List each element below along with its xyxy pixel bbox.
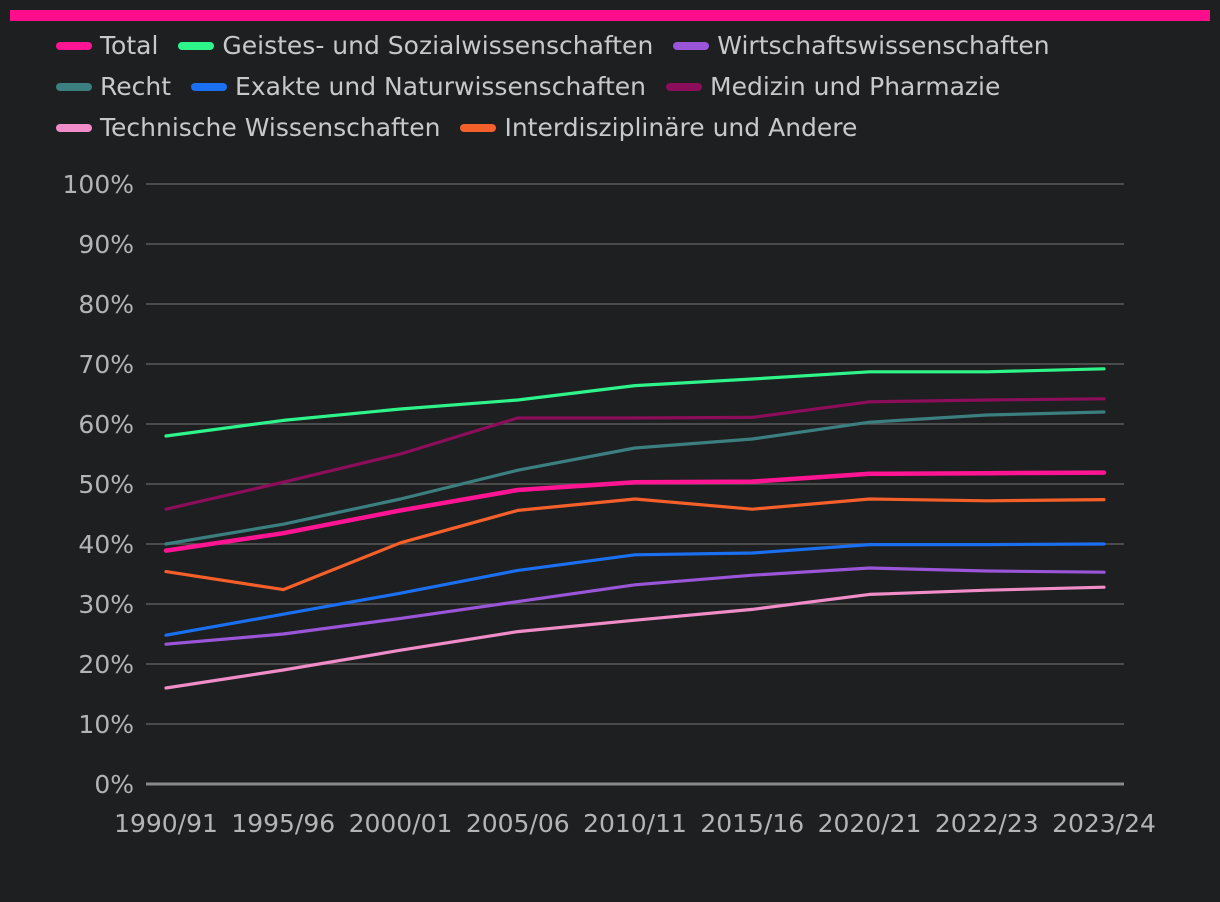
y-tick-label: 90% (78, 230, 134, 259)
x-tick-label: 2010/11 (583, 809, 687, 838)
legend-swatch (56, 123, 92, 132)
y-tick-label: 60% (78, 410, 134, 439)
legend-swatch (178, 41, 215, 50)
legend-row: Total Geistes- und Sozialwissenschaften … (56, 25, 1196, 66)
x-tick-label: 2023/24 (1052, 809, 1156, 838)
series-line-4 (164, 542, 1106, 637)
y-tick-label: 0% (94, 770, 134, 799)
series-line-5 (164, 397, 1106, 511)
legend-label: Recht (100, 72, 172, 101)
legend-label: Wirtschaftswissenschaften (717, 31, 1050, 60)
legend-row: Technische Wissenschaften Interdisziplin… (56, 107, 1196, 148)
legend-item-medizin[interactable]: Medizin und Pharmazie (666, 72, 1000, 101)
legend-label: Medizin und Pharmazie (710, 72, 1001, 101)
legend-swatch (460, 123, 497, 132)
y-tick-label: 100% (63, 170, 134, 199)
y-tick-label: 20% (78, 650, 134, 679)
y-tick-label: 10% (78, 710, 134, 739)
legend-label: Technische Wissenschaften (100, 113, 441, 142)
y-tick-label: 80% (78, 290, 134, 319)
series-line-6 (164, 585, 1106, 690)
series-line-2 (164, 566, 1106, 646)
y-tick-label: 30% (78, 590, 134, 619)
y-tick-label: 50% (78, 470, 134, 499)
accent-bar (10, 10, 1210, 21)
x-tick-label: 1990/91 (114, 809, 218, 838)
legend-item-interdisziplinaer[interactable]: Interdisziplinäre und Andere (460, 113, 857, 142)
x-tick-label: 2022/23 (935, 809, 1039, 838)
legend-item-geistes-sozial[interactable]: Geistes- und Sozialwissenschaften (178, 31, 653, 60)
x-tick-label: 2015/16 (700, 809, 804, 838)
legend-swatch (56, 82, 92, 91)
legend-item-wirtschaft[interactable]: Wirtschaftswissenschaften (673, 31, 1050, 60)
legend-row: Recht Exakte und Naturwissenschaften Med… (56, 66, 1196, 107)
series-line-3 (164, 410, 1106, 546)
legend-item-exakte-natur[interactable]: Exakte und Naturwissenschaften (191, 72, 646, 101)
legend-label: Interdisziplinäre und Andere (504, 113, 858, 142)
legend-swatch (191, 82, 228, 91)
legend-item-technische[interactable]: Technische Wissenschaften (56, 113, 440, 142)
legend-item-recht[interactable]: Recht (56, 72, 171, 101)
y-tick-label: 70% (78, 350, 134, 379)
y-tick-label: 40% (78, 530, 134, 559)
series-line-0 (163, 470, 1107, 553)
legend-swatch (56, 41, 92, 50)
legend-label: Total (100, 31, 159, 60)
legend-swatch (666, 82, 702, 91)
legend-item-total[interactable]: Total (56, 31, 158, 60)
x-tick-label: 2000/01 (349, 809, 453, 838)
series-line-7 (164, 497, 1106, 592)
legend-label: Exakte und Naturwissenschaften (235, 72, 646, 101)
legend-swatch (673, 41, 710, 50)
x-tick-label: 2020/21 (818, 809, 922, 838)
chart-legend: Total Geistes- und Sozialwissenschaften … (56, 25, 1196, 148)
legend-label: Geistes- und Sozialwissenschaften (222, 31, 654, 60)
x-tick-label: 1995/96 (231, 809, 335, 838)
x-tick-label: 2005/06 (466, 809, 570, 838)
series-line-1 (164, 367, 1106, 438)
